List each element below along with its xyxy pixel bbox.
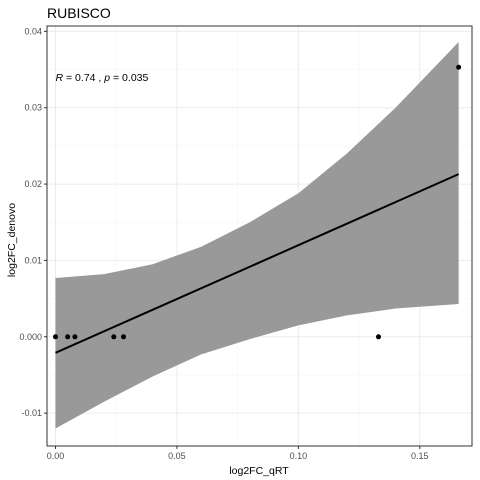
data-point	[111, 334, 117, 340]
x-tick-label: 0.00	[47, 451, 65, 461]
y-axis-title: log2FC_denovo	[6, 203, 18, 277]
data-point	[456, 64, 462, 70]
p-symbol: p	[103, 72, 110, 84]
x-tick-label: 0.10	[290, 451, 308, 461]
data-point	[121, 334, 126, 340]
data-point	[65, 334, 71, 340]
r-symbol: R	[56, 72, 64, 84]
chart-title: RUBISCO	[47, 5, 111, 21]
y-tick-label: 0.000	[19, 332, 42, 342]
r-value: = 0.74 ,	[63, 72, 104, 84]
confidence-band	[55, 42, 459, 429]
data-point	[376, 334, 381, 340]
y-axis-ticks: -0.01 0.000 0.01 0.02 0.03 0.04	[19, 26, 47, 418]
y-tick-label: 0.01	[24, 255, 42, 265]
y-tick-label: 0.03	[24, 103, 42, 113]
regression-line	[55, 173, 460, 354]
data-points	[53, 64, 462, 340]
x-tick-label: 0.15	[411, 451, 429, 461]
y-tick-label: -0.01	[21, 408, 42, 418]
x-tick-label: 0.05	[168, 451, 186, 461]
p-value: = 0.035	[110, 72, 148, 84]
y-tick-label: 0.04	[24, 26, 42, 36]
x-axis-title: log2FC_qRT	[229, 465, 289, 477]
data-point	[53, 334, 58, 340]
y-tick-label: 0.02	[24, 179, 42, 189]
x-axis-ticks: 0.00 0.05 0.10 0.15	[47, 446, 429, 461]
correlation-annotation: R = 0.74 , p = 0.035	[56, 72, 149, 84]
data-point	[72, 334, 78, 340]
panel-border	[46, 25, 473, 447]
